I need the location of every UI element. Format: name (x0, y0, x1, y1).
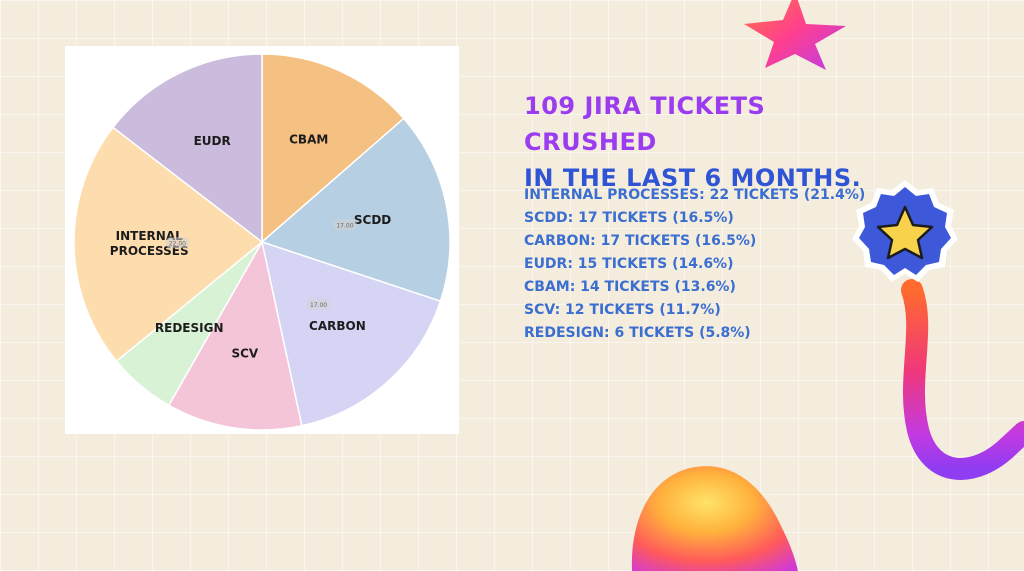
pie-slice-cbam (261, 53, 405, 244)
slice-label: SCV (231, 346, 258, 360)
slice-label: CBAM (289, 132, 328, 146)
stat-item: Carbon: 17 tickets (16.5%) (524, 233, 757, 249)
gradient-blob (631, 466, 798, 571)
slice-value-label: 17.00 (332, 219, 357, 231)
star-shape (744, 0, 846, 70)
stat-item: SCV: 12 tickets (11.7%) (524, 302, 721, 318)
slice-label: SCDD (354, 213, 391, 227)
pie-slice-eudr (111, 53, 263, 244)
pie-slice-carbon (260, 240, 442, 427)
stat-item: Redesign: 6 tickets (5.8%) (524, 325, 751, 341)
slice-label: CARBON (309, 319, 366, 333)
pie-chart-panel: CBAM SCDD 17.00 CARBON 17.00 SCV REDESIGN INTER… (65, 46, 459, 434)
stat-item: CBAM: 14 tickets (13.6%) (524, 279, 736, 295)
slice-label: REDESIGN (155, 321, 224, 335)
pie-slice-scdd (260, 117, 451, 303)
headline-line-1: 109 Jira tickets crushed (524, 92, 766, 156)
svg-text:17.00: 17.00 (310, 302, 327, 309)
headline: 109 Jira tickets crushed in the last 6 m… (524, 88, 904, 196)
slice-value-label: 17.00 (306, 298, 331, 310)
star-badge-icon (852, 180, 958, 282)
pie-slice-scv (167, 239, 303, 431)
headline-line-2: in the last 6 months. (524, 164, 862, 192)
slice-label: EUDR (194, 134, 231, 148)
ticket-stats-list: Internal processes: 22 tickets (21.4%) S… (524, 184, 865, 345)
gradient-squiggle (901, 279, 1024, 480)
pie-chart: CBAMSCDD17.00CARBON17.00SCVREDESIGNINTER… (73, 53, 451, 431)
svg-text:22.00: 22.00 (169, 240, 186, 247)
stat-item: Internal processes: 22 tickets (21.4%) (524, 187, 866, 203)
stat-item: EUDR: 15 tickets (14.6%) (524, 256, 734, 272)
stat-item: SCDD: 17 tickets (16.5%) (524, 210, 734, 226)
slice-value-label: 22.00 (165, 237, 190, 249)
svg-text:17.00: 17.00 (336, 222, 353, 229)
